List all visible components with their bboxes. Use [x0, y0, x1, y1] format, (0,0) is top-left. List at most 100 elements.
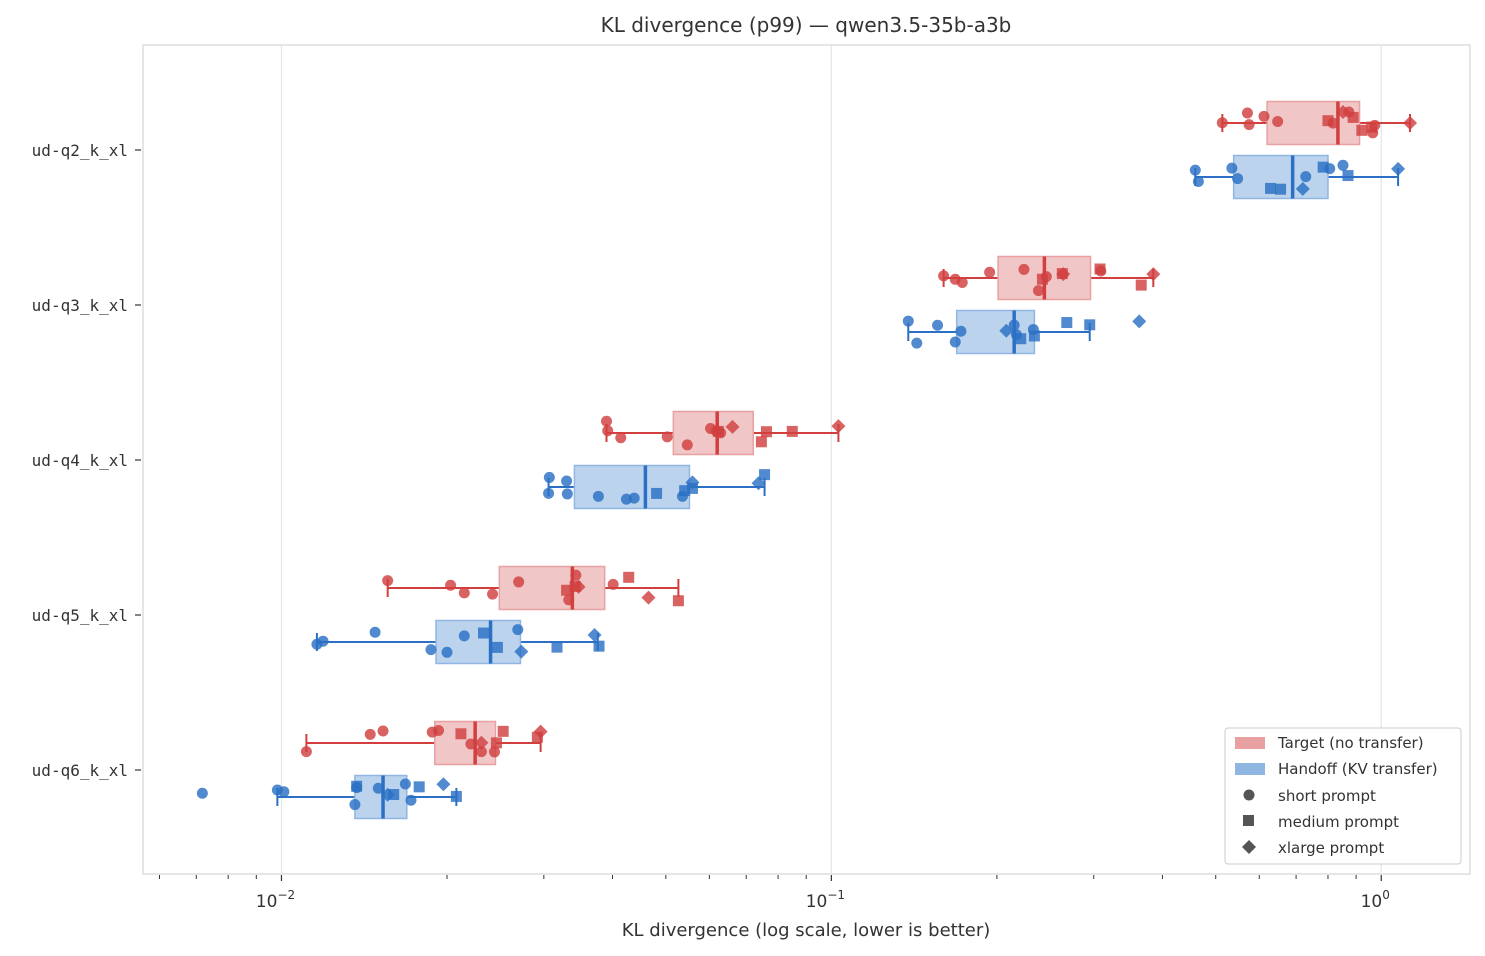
medium-prompt-point — [1265, 182, 1277, 194]
short-prompt-point — [956, 276, 968, 288]
target-group-ud-q5_k_xl — [382, 565, 684, 611]
short-prompt-point — [399, 778, 411, 790]
short-prompt-point — [681, 439, 693, 451]
short-prompt-point — [1300, 171, 1312, 183]
handoff-group-ud-q5_k_xl — [311, 619, 605, 665]
medium-prompt-point — [1061, 317, 1073, 329]
short-prompt-point — [938, 270, 950, 282]
xlarge-prompt-point — [641, 590, 656, 605]
y-tick-label: ud-q2_k_xl — [32, 141, 128, 160]
x-axis-label: KL divergence (log scale, lower is bette… — [622, 920, 991, 941]
legend-label-handoff: Handoff (KV transfer) — [1278, 760, 1438, 778]
iqr-box — [955, 309, 1036, 355]
medium-prompt-point — [755, 436, 767, 448]
short-prompt-point — [1241, 107, 1253, 119]
y-axis-ticks: ud-q2_k_xl ud-q3_k_xl ud-q4_k_xl ud-q5_k_xl… — [32, 141, 141, 780]
medium-prompt-point — [1028, 330, 1040, 342]
short-prompt-point — [349, 799, 361, 811]
handoff-group-ud-q4_k_xl — [543, 464, 771, 510]
short-prompt-point — [607, 578, 619, 590]
xlarge-prompt-point — [1056, 267, 1071, 282]
xlarge-prompt-point — [751, 476, 766, 491]
target-group-ud-q4_k_xl — [600, 410, 846, 456]
short-prompt-point — [1258, 110, 1270, 122]
short-prompt-point — [1272, 116, 1284, 128]
xlarge-prompt-point — [831, 419, 846, 434]
short-prompt-point — [615, 432, 627, 444]
legend-swatch-handoff — [1235, 763, 1265, 775]
short-prompt-point — [1232, 173, 1244, 185]
short-prompt-point — [902, 315, 914, 327]
xlarge-prompt-point — [685, 475, 700, 490]
short-prompt-point — [661, 431, 673, 443]
short-prompt-point — [600, 415, 612, 427]
legend-swatch-target — [1235, 737, 1265, 749]
medium-prompt-point — [759, 469, 771, 481]
short-prompt-point — [382, 575, 394, 587]
short-prompt-point — [300, 746, 312, 758]
xlarge-prompt-point — [725, 419, 740, 434]
medium-prompt-point — [1322, 115, 1334, 127]
box-groups — [196, 100, 1418, 820]
legend-circle-marker — [1243, 789, 1255, 801]
medium-prompt-point — [1317, 161, 1329, 173]
medium-prompt-point — [477, 627, 489, 639]
short-prompt-point — [512, 624, 524, 636]
xlarge-prompt-point — [474, 735, 489, 750]
short-prompt-point — [932, 319, 944, 331]
y-tick-label: ud-q4_k_xl — [32, 451, 128, 470]
medium-prompt-point — [679, 485, 691, 497]
xlarge-prompt-point — [1295, 181, 1310, 196]
medium-prompt-point — [1015, 333, 1027, 345]
xlarge-prompt-point — [533, 724, 548, 739]
short-prompt-point — [278, 786, 290, 798]
xlarge-prompt-point — [571, 579, 586, 594]
short-prompt-point — [1192, 175, 1204, 187]
medium-prompt-point — [551, 641, 563, 653]
x-axis-ticks: 10−2 10−1 100 — [158, 875, 1390, 912]
medium-prompt-point — [1135, 279, 1147, 291]
short-prompt-point — [317, 635, 329, 647]
medium-prompt-point — [1342, 170, 1354, 182]
legend-label-medium: medium prompt — [1278, 813, 1399, 831]
short-prompt-point — [405, 794, 417, 806]
short-prompt-point — [425, 644, 437, 656]
medium-prompt-point — [1094, 263, 1106, 275]
xlarge-prompt-point — [1403, 115, 1418, 130]
short-prompt-point — [372, 782, 384, 794]
short-prompt-point — [1337, 159, 1349, 171]
short-prompt-point — [955, 325, 967, 337]
medium-prompt-point — [593, 640, 605, 652]
short-prompt-point — [475, 746, 487, 758]
short-prompt-point — [196, 787, 208, 799]
short-prompt-point — [1018, 263, 1030, 275]
x-tick-label: 10−2 — [256, 888, 295, 912]
legend-frame — [1224, 727, 1462, 865]
xlarge-prompt-point — [1132, 314, 1147, 329]
xlarge-prompt-point — [1146, 267, 1161, 282]
short-prompt-point — [949, 336, 961, 348]
short-prompt-point — [1226, 162, 1238, 174]
short-prompt-point — [543, 487, 555, 499]
medium-prompt-point — [531, 731, 543, 743]
medium-prompt-point — [450, 790, 462, 802]
target-group-ud-q3_k_xl — [938, 255, 1161, 301]
handoff-group-ud-q6_k_xl — [196, 774, 462, 820]
short-prompt-point — [487, 588, 499, 600]
medium-prompt-point — [651, 487, 663, 499]
medium-prompt-point — [490, 737, 502, 749]
short-prompt-point — [377, 725, 389, 737]
medium-prompt-point — [561, 584, 573, 596]
short-prompt-point — [441, 646, 453, 658]
medium-prompt-point — [497, 725, 509, 737]
xlarge-prompt-point — [587, 627, 602, 642]
short-prompt-point — [364, 728, 376, 740]
short-prompt-point — [628, 492, 640, 504]
medium-prompt-point — [1347, 111, 1359, 123]
medium-prompt-point — [1356, 124, 1368, 136]
short-prompt-point — [1243, 119, 1255, 131]
medium-prompt-point — [413, 781, 425, 793]
short-prompt-point — [513, 576, 525, 588]
handoff-group-ud-q3_k_xl — [902, 309, 1147, 355]
